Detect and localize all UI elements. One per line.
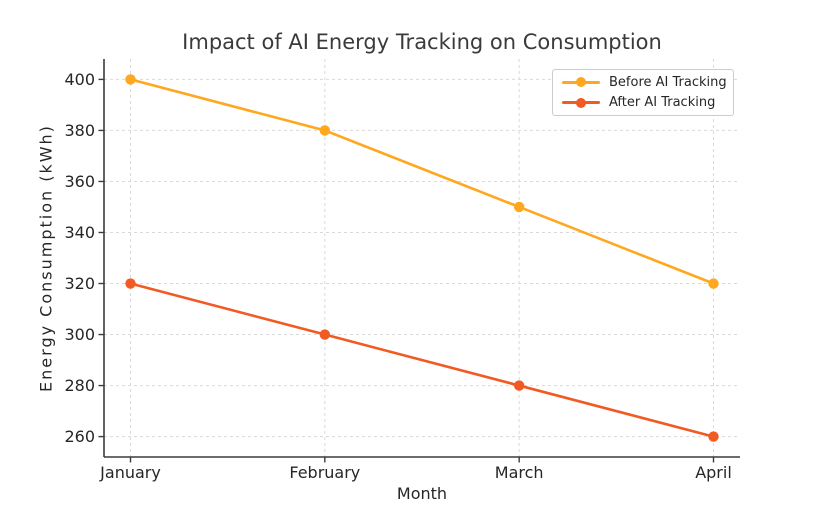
y-axis-label: Energy Consumption (kWh)	[36, 124, 56, 392]
series-line	[129, 78, 715, 285]
legend-line-marker-icon	[562, 97, 600, 108]
legend-line-marker-icon	[562, 77, 600, 88]
data-point-marker	[125, 278, 136, 289]
data-point-marker	[708, 278, 719, 289]
data-point-marker	[319, 125, 331, 136]
data-point-marker	[708, 431, 719, 442]
x-tick-label: March	[495, 463, 544, 482]
y-tick-label: 380	[64, 121, 95, 140]
chart-title: Impact of AI Energy Tracking on Consumpt…	[182, 30, 662, 54]
legend-label: After AI Tracking	[609, 95, 716, 111]
legend: Before AI Tracking After AI Tracking	[552, 69, 734, 116]
y-tick-label: 300	[64, 325, 95, 344]
y-tick-label: 340	[64, 223, 95, 242]
data-point-marker	[513, 201, 525, 213]
legend-label: Before AI Tracking	[609, 74, 727, 90]
data-point-marker	[319, 329, 331, 340]
y-tick-label: 360	[64, 172, 95, 191]
y-tick-label: 280	[64, 376, 95, 395]
x-axis-label: Month	[396, 484, 448, 503]
data-point-marker	[513, 380, 525, 391]
y-tick-label: 320	[64, 274, 95, 293]
x-tick-label: February	[289, 463, 360, 482]
legend-item-before-ai-tracking: Before AI Tracking	[553, 73, 733, 92]
data-point-marker	[125, 74, 136, 85]
x-tick-label: April	[695, 463, 732, 482]
y-tick-label: 260	[64, 427, 95, 446]
series-line	[129, 282, 715, 438]
y-tick-label: 400	[64, 70, 95, 89]
legend-item-after-ai-tracking: After AI Tracking	[553, 94, 733, 113]
x-tick-label: January	[99, 463, 161, 482]
